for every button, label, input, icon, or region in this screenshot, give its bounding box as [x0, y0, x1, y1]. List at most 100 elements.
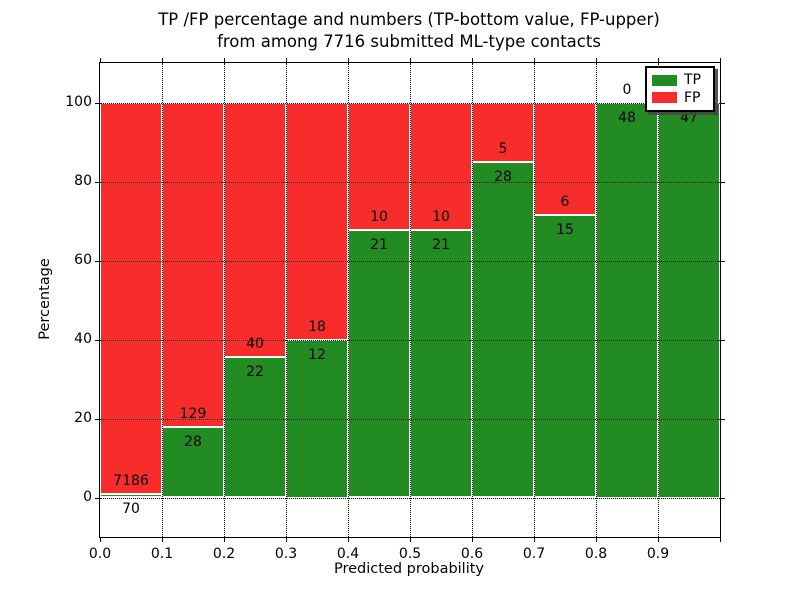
gridline-y: [100, 181, 720, 183]
bar-fp-segment: [224, 102, 286, 358]
tick-mark: [472, 538, 473, 542]
tick-mark: [720, 58, 721, 62]
y-tick-label: 100: [65, 93, 92, 110]
fp-count-label: 5: [498, 141, 508, 158]
chart-title: TP /FP percentage and numbers (TP-bottom…: [99, 9, 719, 52]
bar-tp-segment: [162, 427, 224, 498]
tick-mark: [721, 497, 725, 499]
bar-tp-segment: [472, 162, 534, 498]
fp-count-label: 6: [560, 194, 570, 211]
fp-count-label: 10: [432, 208, 450, 225]
tick-mark: [721, 339, 725, 341]
tick-mark: [224, 538, 225, 542]
bar-tp-segment: [596, 102, 658, 498]
tick-mark: [721, 102, 725, 104]
x-tick-label: 0.0: [88, 546, 112, 562]
bar-tp-segment: [410, 229, 472, 498]
tick-mark: [348, 538, 349, 542]
tick-mark: [658, 58, 659, 62]
tp-count-label: 12: [308, 346, 326, 363]
x-tick-label: 0.5: [398, 546, 422, 562]
tick-mark: [100, 58, 101, 62]
bar-tp-segment: [348, 229, 410, 498]
gridline-y: [100, 418, 720, 420]
tick-mark: [95, 260, 99, 262]
y-tick-label: 80: [74, 172, 92, 189]
x-tick-label: 0.2: [212, 546, 236, 562]
tp-count-label: 70: [122, 500, 140, 517]
tp-count-label: 15: [556, 222, 574, 239]
tick-mark: [286, 58, 287, 62]
gridline-y: [100, 497, 720, 499]
tp-count-label: 47: [680, 109, 698, 126]
x-tick-label: 0.7: [522, 546, 546, 562]
x-tick-label: 0.1: [150, 546, 174, 562]
fp-count-label: 7186: [113, 472, 149, 489]
tick-mark: [95, 497, 99, 499]
tp-count-label: 21: [432, 236, 450, 253]
legend-entry-tp: TP: [652, 73, 708, 87]
tick-mark: [286, 538, 287, 542]
legend: TP FP: [645, 66, 715, 112]
legend-swatch-tp-icon: [652, 74, 677, 86]
legend-label-tp: TP: [684, 72, 701, 89]
fp-count-label: 10: [370, 208, 388, 225]
y-tick-label: 20: [74, 409, 92, 426]
fp-count-label: 40: [246, 336, 264, 353]
tp-count-label: 21: [370, 236, 388, 253]
x-tick-label: 0.6: [460, 546, 484, 562]
gridline-y: [100, 339, 720, 341]
y-tick-label: 0: [83, 488, 92, 505]
tick-mark: [95, 181, 99, 183]
tick-mark: [721, 418, 725, 420]
tick-mark: [410, 58, 411, 62]
x-tick-label: 0.3: [274, 546, 298, 562]
bar-fp-segment: [286, 102, 348, 340]
legend-label-fp: FP: [684, 89, 701, 106]
x-tick-label: 0.4: [336, 546, 360, 562]
plot-area: 7186 70 129 28 40 22 18 12 10 21 10 21 5 28 6 15 0 48 47 0.…: [65, 58, 725, 562]
tick-mark: [95, 102, 99, 104]
bar-tp-segment: [100, 493, 162, 498]
legend-entry-fp: FP: [652, 91, 708, 105]
bar-tp-segment: [534, 215, 596, 498]
x-tick-label: 0.9: [646, 546, 670, 562]
y-tick-label: 40: [74, 330, 92, 347]
tick-mark: [348, 58, 349, 62]
tick-mark: [224, 58, 225, 62]
tp-count-label: 22: [246, 364, 264, 381]
tp-count-label: 48: [618, 109, 636, 126]
tick-mark: [596, 538, 597, 542]
gridline-x: [658, 63, 659, 537]
tick-mark: [472, 58, 473, 62]
tick-mark: [100, 538, 101, 542]
gridline-x: [472, 63, 473, 537]
tick-mark: [596, 58, 597, 62]
tick-mark: [95, 418, 99, 420]
tick-mark: [95, 339, 99, 341]
y-axis-label: Percentage: [37, 258, 53, 340]
chart-title-line2: from among 7716 submitted ML-type contac…: [217, 31, 601, 51]
fp-count-label: 0: [622, 81, 632, 98]
bar-fp-segment: [162, 102, 224, 428]
tick-mark: [162, 58, 163, 62]
chart-title-line1: TP /FP percentage and numbers (TP-bottom…: [158, 10, 660, 29]
legend-swatch-fp-icon: [652, 92, 677, 104]
gridline-x: [348, 63, 349, 537]
fp-count-label: 18: [308, 318, 326, 335]
bar-fp-segment: [534, 102, 596, 216]
tp-count-label: 28: [184, 434, 202, 451]
fp-count-label: 129: [179, 406, 207, 423]
y-tick-label: 60: [74, 251, 92, 268]
tick-mark: [658, 538, 659, 542]
gridline-y: [100, 260, 720, 262]
tick-mark: [410, 538, 411, 542]
gridline-x: [596, 63, 597, 537]
tick-mark: [162, 538, 163, 542]
bar-fp-segment: [100, 102, 162, 494]
gridline-x: [224, 63, 225, 537]
x-axis-label: Predicted probability: [333, 561, 485, 577]
bar-fp-segment: [348, 102, 410, 230]
gridline-x: [410, 63, 411, 537]
